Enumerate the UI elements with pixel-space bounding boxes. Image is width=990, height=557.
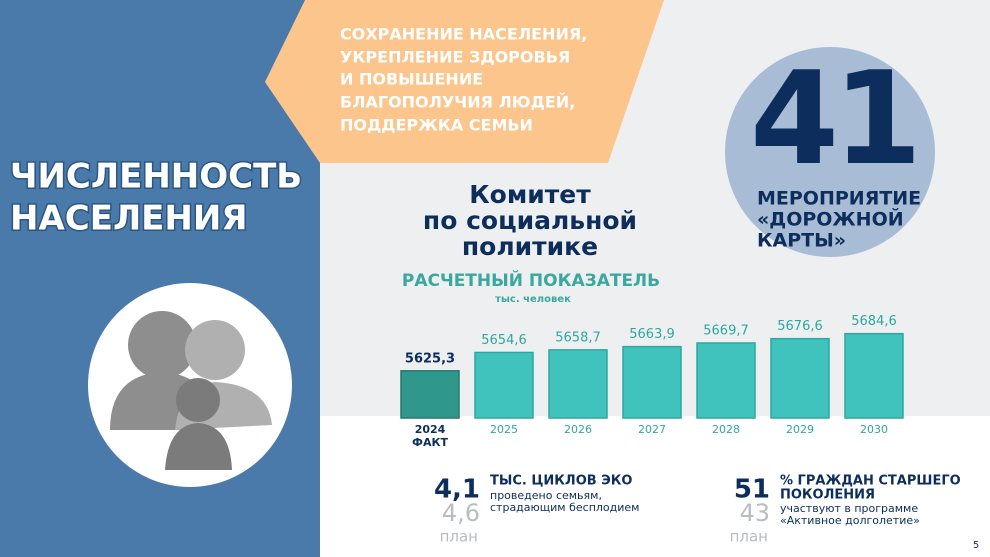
value-label: 5676,6 bbox=[777, 319, 823, 334]
banner-line: БЛАГОПОЛУЧИЯ ЛЮДЕЙ, bbox=[340, 93, 575, 112]
stat-text: «Активное долголетие» bbox=[780, 514, 920, 527]
banner-shape bbox=[265, 0, 664, 163]
bar bbox=[622, 345, 682, 419]
bar bbox=[770, 337, 830, 419]
stat-title: ТЫС. ЦИКЛОВ ЭКО bbox=[490, 474, 632, 489]
badge-text: КАРТЫ» bbox=[757, 230, 846, 252]
x-tick-label: 2025 bbox=[490, 423, 518, 436]
x-tick-label: 2026 bbox=[564, 423, 592, 436]
x-tick-label: 2028 bbox=[712, 423, 740, 436]
page-number: 5 bbox=[973, 540, 979, 551]
banner-line: И ПОВЫШЕНИЕ bbox=[340, 70, 483, 89]
bar bbox=[400, 370, 460, 419]
value-label: 5658,7 bbox=[555, 330, 601, 345]
stat-text: страдающим бесплодием bbox=[490, 501, 639, 514]
family-icon bbox=[88, 283, 292, 487]
stat-text: проведено семьям, bbox=[490, 489, 602, 502]
committee: политике bbox=[462, 232, 598, 261]
value-label: 5654,6 bbox=[481, 333, 527, 348]
value-label: 5663,9 bbox=[629, 327, 675, 342]
bar bbox=[844, 332, 904, 419]
stat-text: участвуют в программе bbox=[780, 502, 918, 515]
stat-value: 51 bbox=[734, 475, 770, 505]
x-tick-label: 2029 bbox=[786, 423, 814, 436]
stat-value: 4,1 bbox=[434, 475, 480, 505]
value-label: 5669,7 bbox=[703, 323, 749, 338]
stat-plan: 43 bbox=[739, 499, 770, 527]
stat-title: ПОКОЛЕНИЯ bbox=[780, 488, 875, 503]
x-tick-label: 2030 bbox=[860, 423, 888, 436]
x-tick-label: 2027 bbox=[638, 423, 666, 436]
chart-title: РАСЧЕТНЫЙ ПОКАЗАТЕЛЬ bbox=[402, 269, 660, 291]
stat-plan-label: план bbox=[440, 528, 478, 546]
bar bbox=[548, 349, 608, 419]
annotation: ФАКТ bbox=[412, 436, 448, 449]
badge-text: МЕРОПРИЯТИЕ bbox=[757, 188, 921, 210]
lower-panel bbox=[320, 416, 990, 557]
value-label: 5684,6 bbox=[851, 314, 897, 329]
committee: Комитет bbox=[469, 180, 591, 209]
banner-line: СОХРАНЕНИЕ НАСЕЛЕНИЯ, bbox=[340, 25, 587, 44]
stat-plan-label: план bbox=[730, 528, 768, 546]
heading: НАСЕЛЕНИЯ bbox=[10, 199, 248, 239]
badge-number: 41 bbox=[750, 45, 916, 194]
heading: ЧИСЛЕННОСТЬ bbox=[10, 157, 302, 197]
stat: 4,1 4,6 план ТЫС. ЦИКЛОВ ЭКО проведено с… bbox=[434, 474, 640, 546]
bar bbox=[474, 351, 534, 419]
chart-subtitle: тыс. человек bbox=[495, 294, 571, 305]
banner-line: ПОДДЕРЖКА СЕМЬИ bbox=[340, 116, 533, 135]
value-label: 5625,3 bbox=[405, 351, 455, 366]
x-tick-label: 2024 bbox=[415, 423, 446, 436]
badge-text: «ДОРОЖНОЙ bbox=[757, 208, 904, 231]
committee: по социальной bbox=[423, 206, 637, 235]
stat: 51 43 план % ГРАЖДАН СТАРШЕГО ПОКОЛЕНИЯ … bbox=[730, 474, 961, 546]
banner-line: УКРЕПЛЕНИЕ ЗДОРОВЬЯ bbox=[340, 48, 570, 67]
stat-plan: 4,6 bbox=[442, 499, 480, 527]
bar bbox=[696, 342, 756, 419]
badge-circle bbox=[725, 47, 935, 257]
stat-title: % ГРАЖДАН СТАРШЕГО bbox=[780, 474, 961, 489]
